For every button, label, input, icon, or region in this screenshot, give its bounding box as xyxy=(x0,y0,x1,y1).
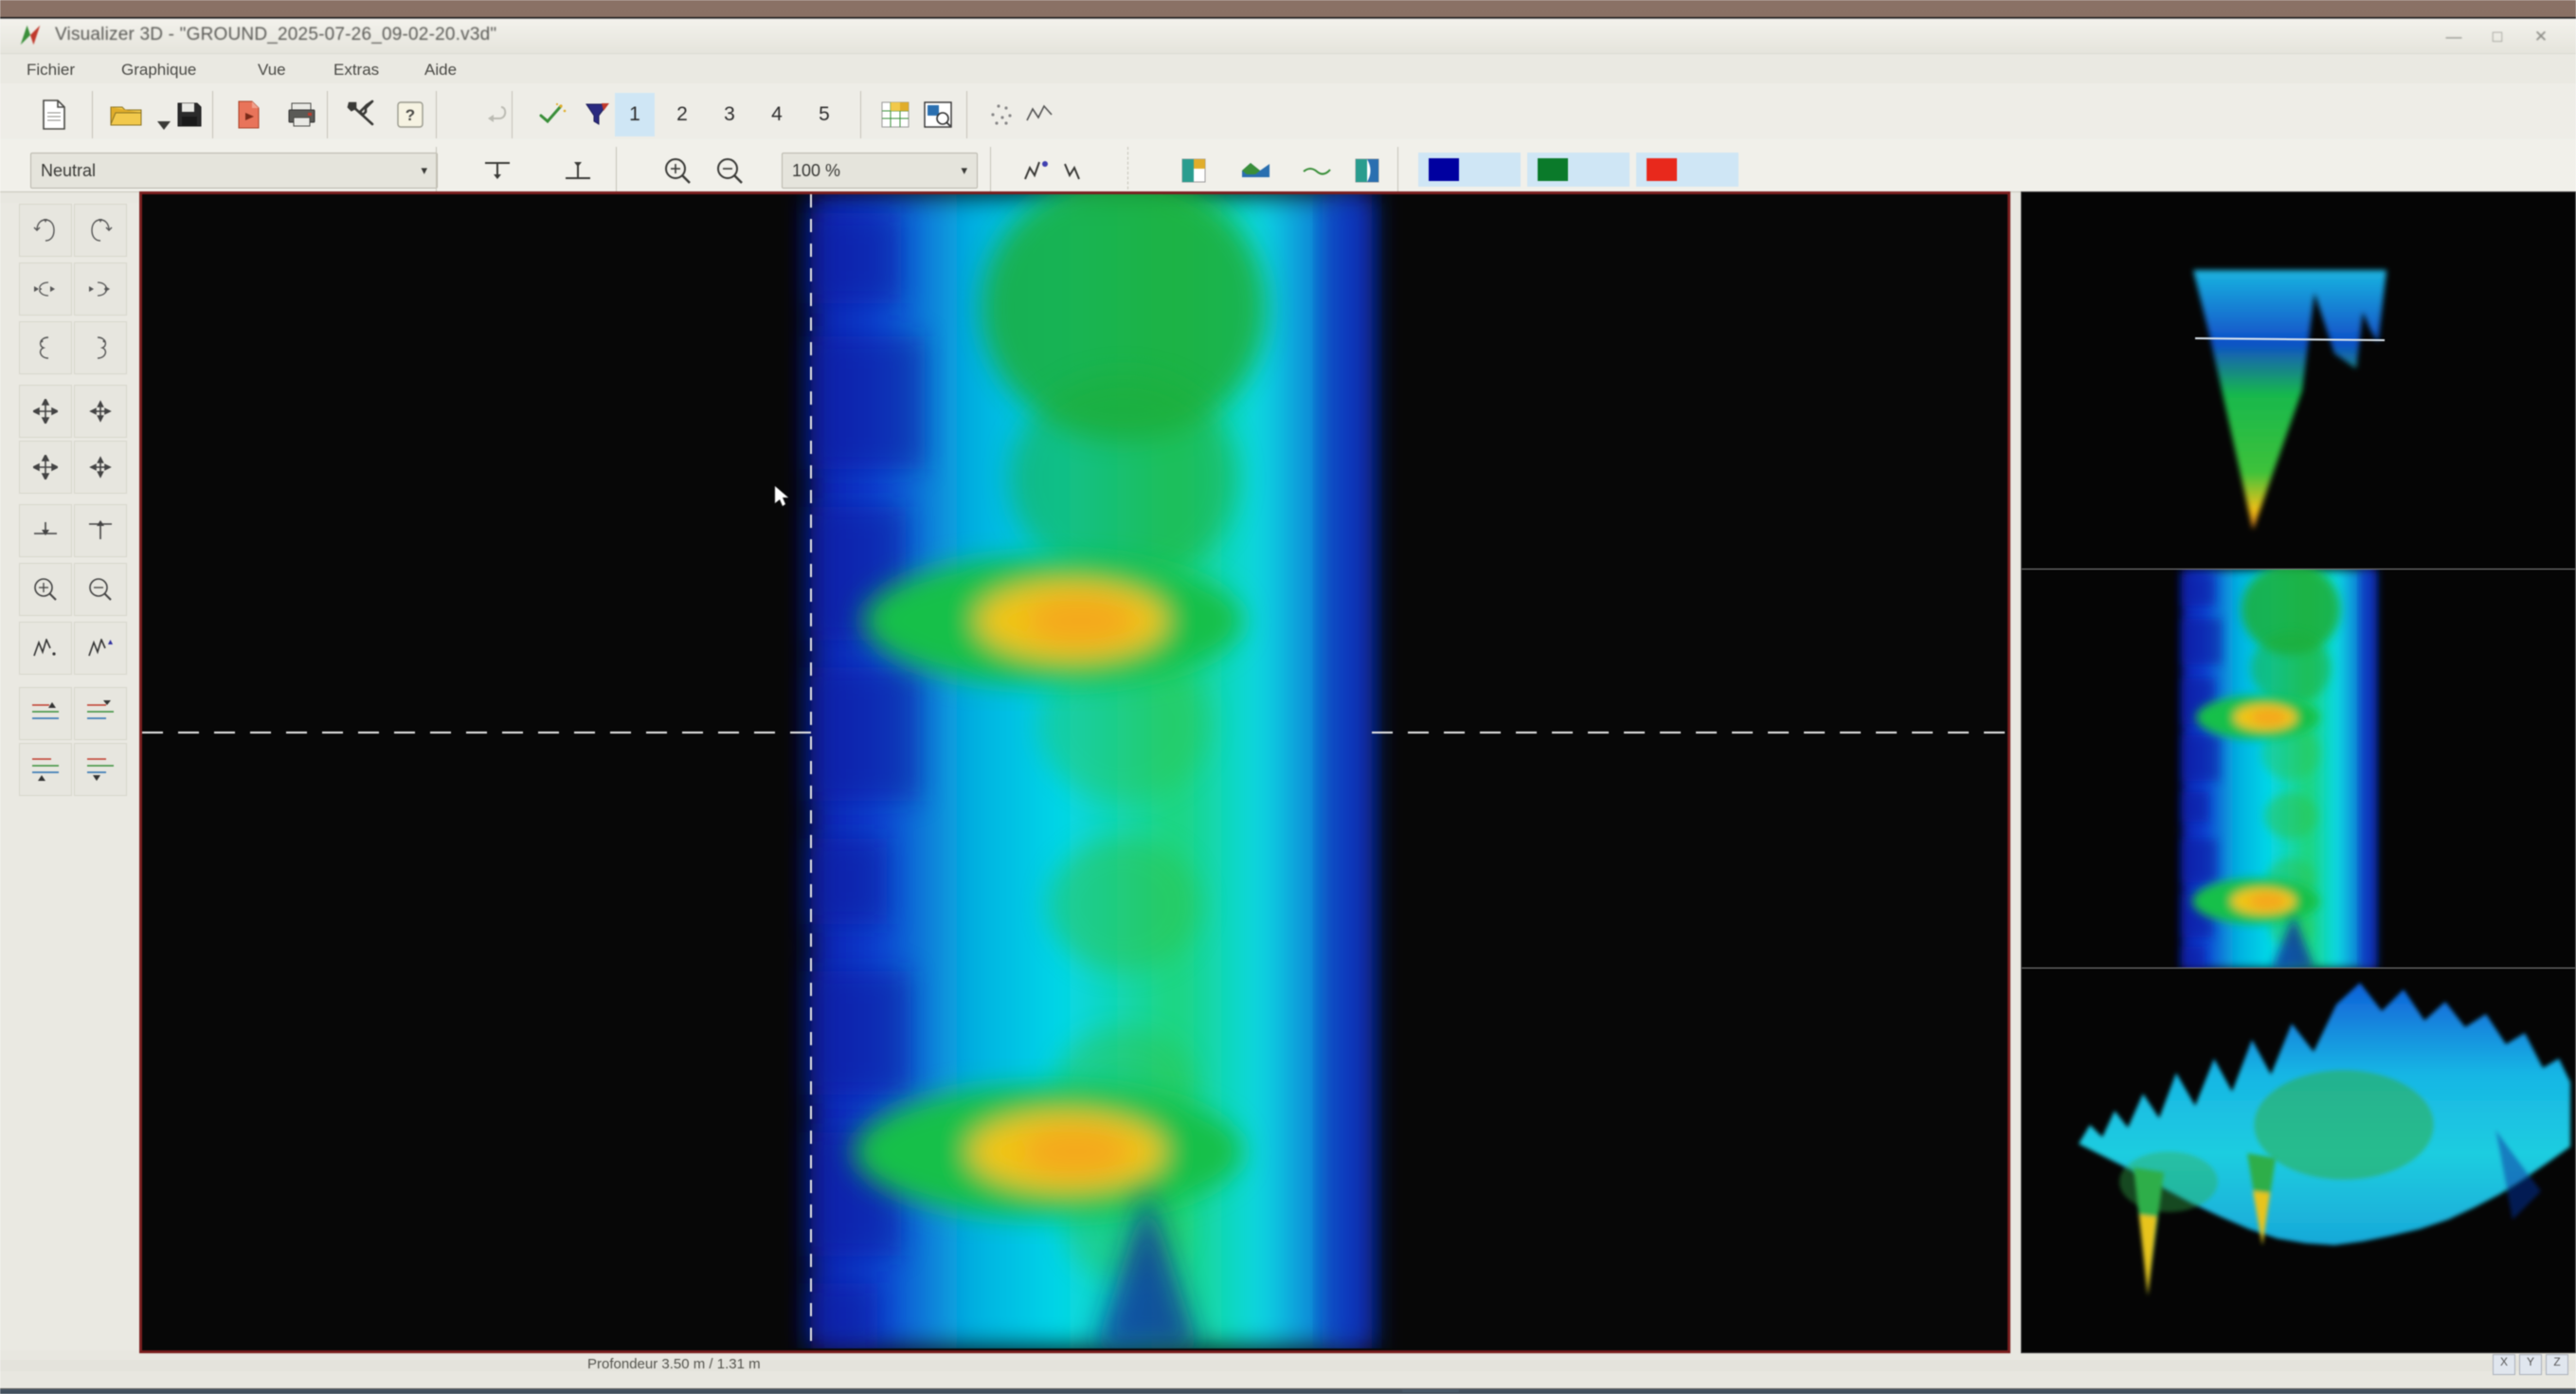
svg-text:?: ? xyxy=(405,106,415,124)
